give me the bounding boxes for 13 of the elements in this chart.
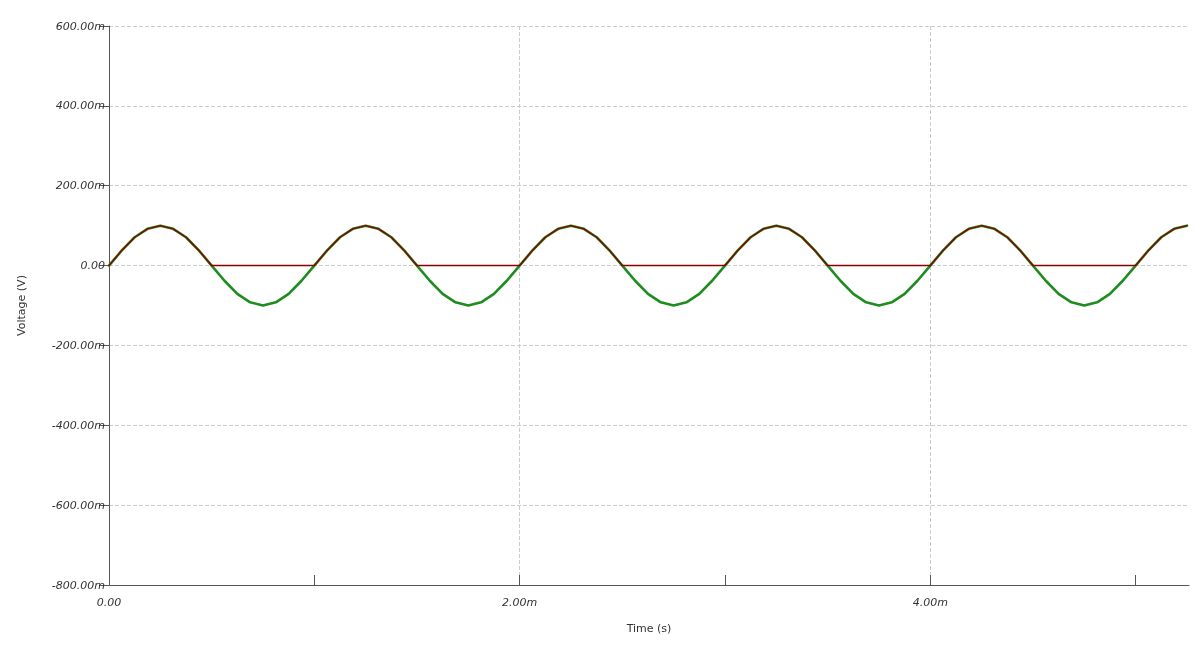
- y-tick-label: 600.00m: [55, 19, 105, 33]
- y-tick-label: 200.00m: [55, 179, 105, 193]
- y-tick-label: 400.00m: [55, 99, 105, 113]
- y-tick-label: -600.00m: [51, 498, 105, 512]
- x-axis-title: Time (s): [625, 622, 672, 635]
- y-tick-label: -400.00m: [51, 418, 105, 432]
- x-tick-label: 0.00: [96, 596, 122, 609]
- y-tick-label: 0.00: [80, 259, 105, 273]
- y-axis-title: Voltage (V): [15, 275, 28, 336]
- x-tick-label: 4.00m: [912, 596, 948, 609]
- y-tick-label: -800.00m: [51, 578, 105, 592]
- x-tick-label: 2.00m: [502, 596, 538, 609]
- y-tick-label: -200.00m: [51, 338, 105, 352]
